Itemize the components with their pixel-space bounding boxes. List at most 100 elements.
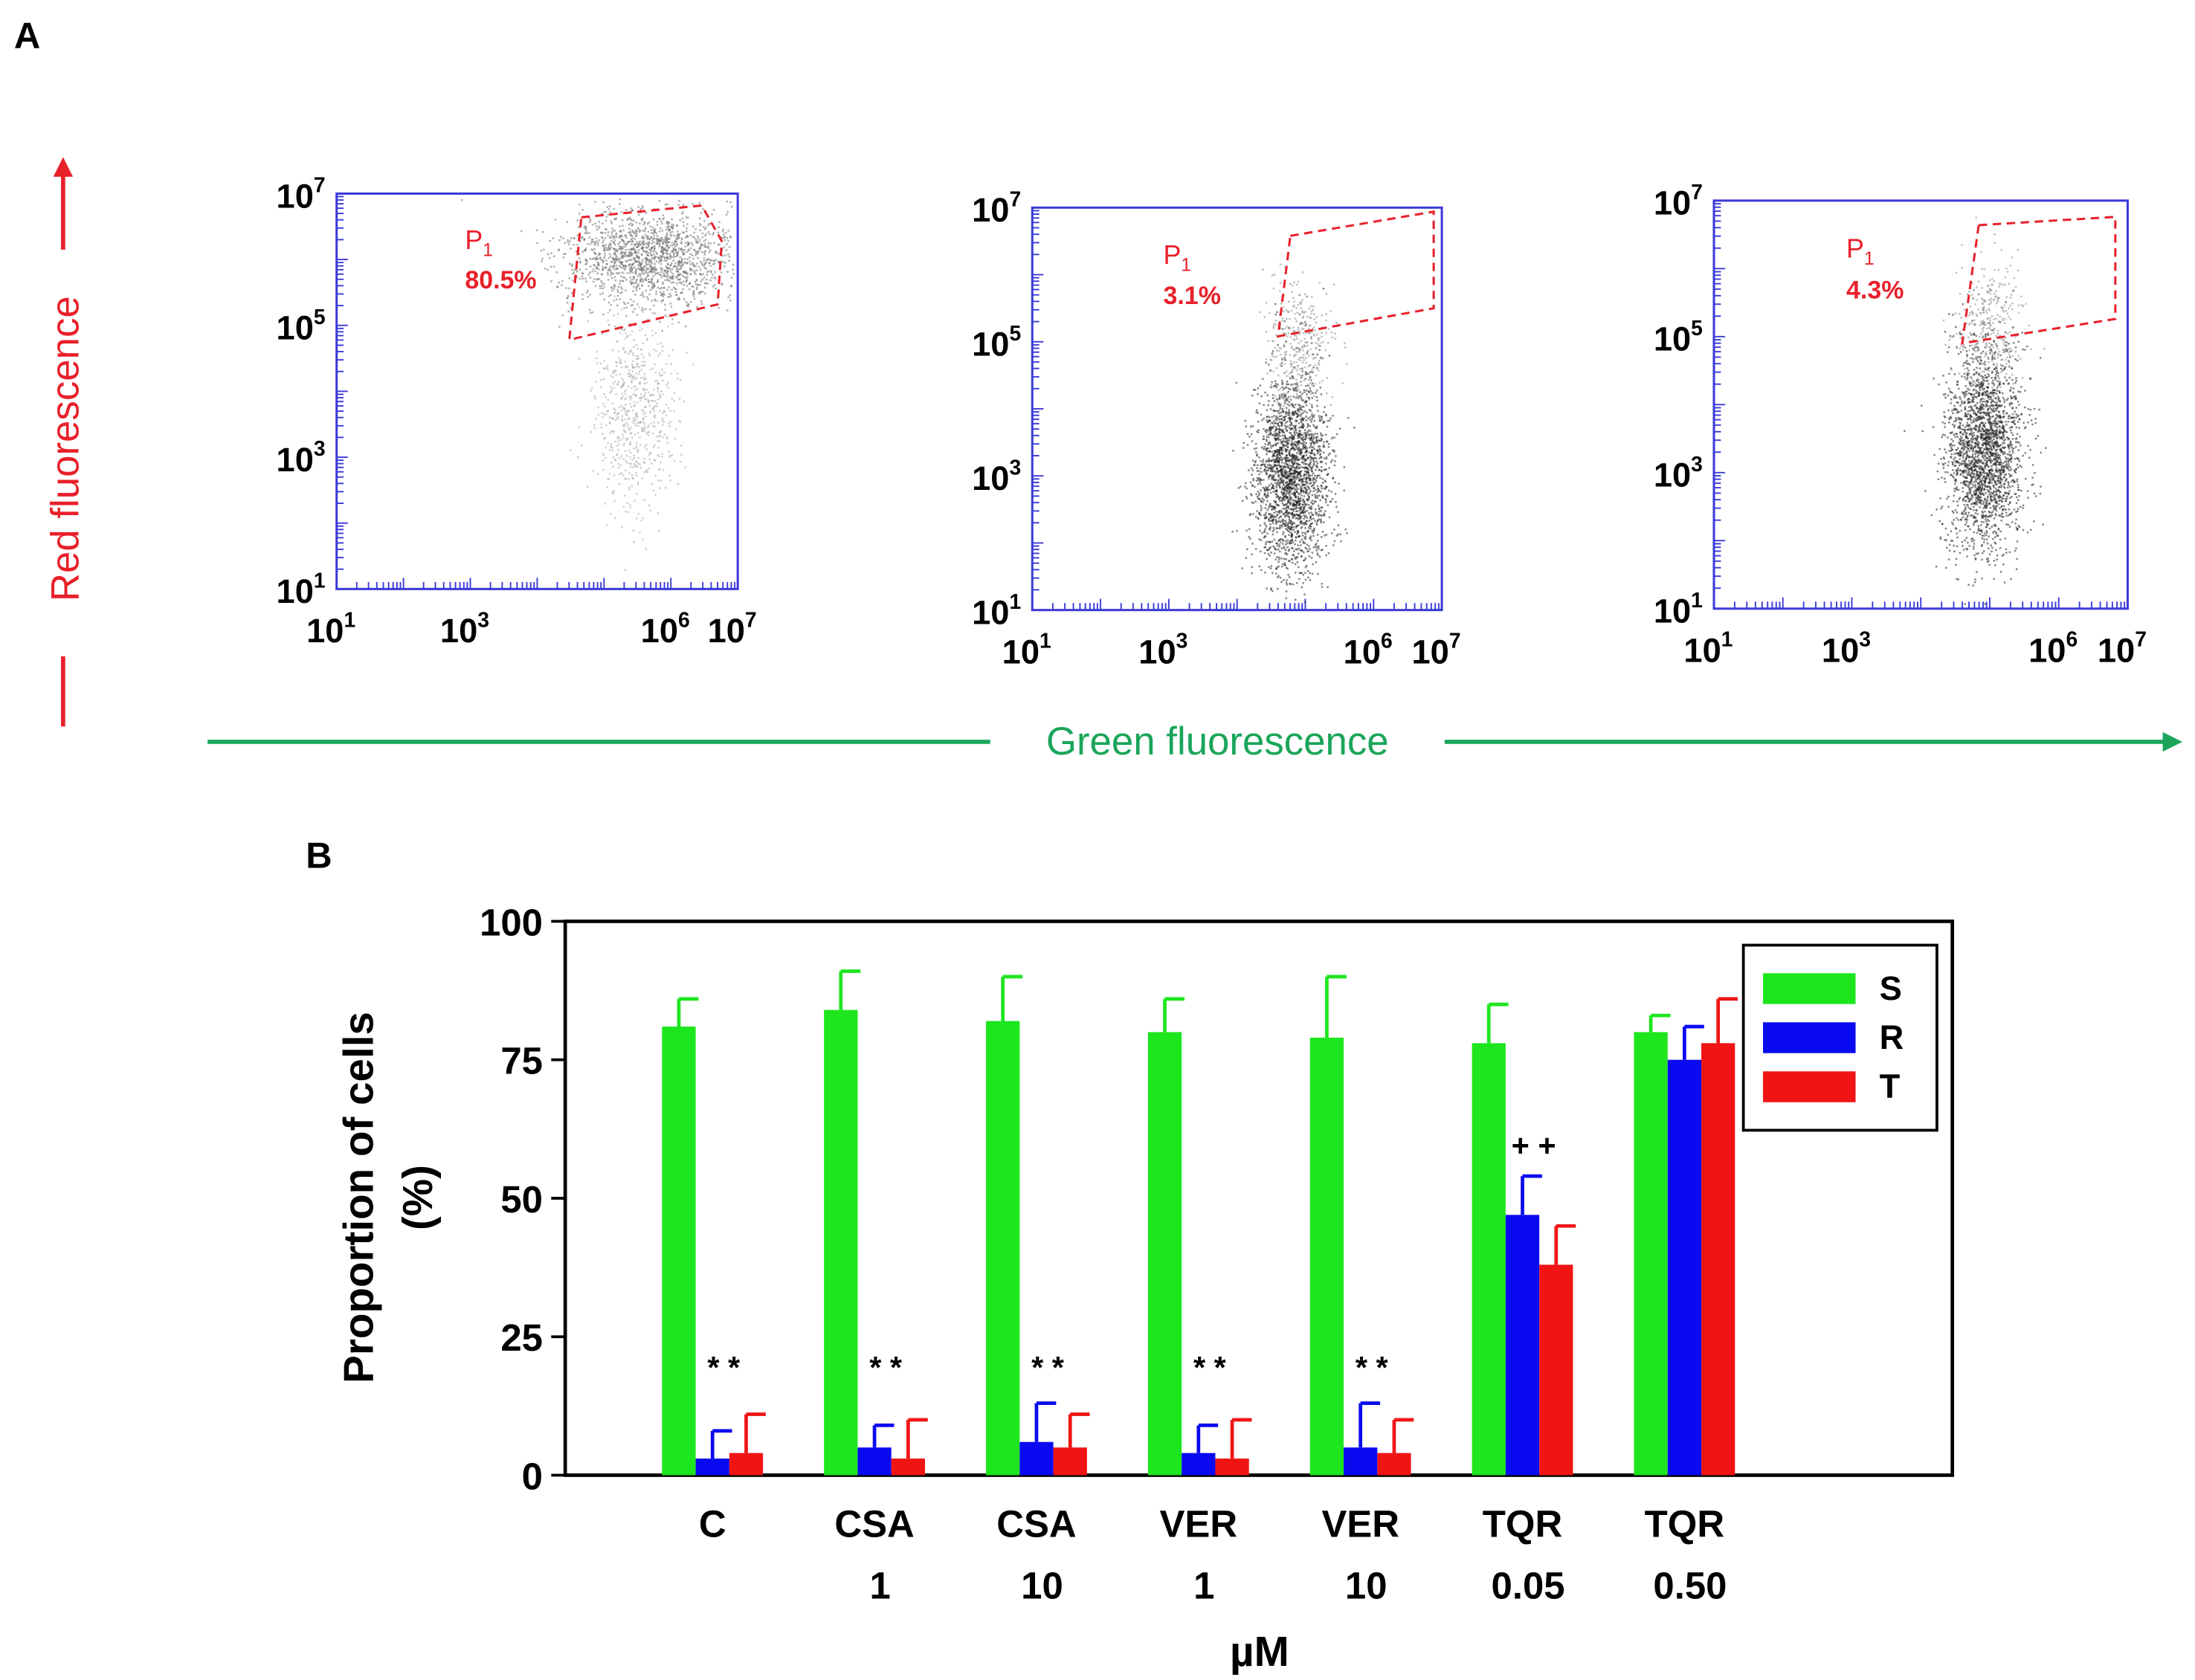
x-tick-label: 101 — [1683, 627, 1733, 670]
y-tick-label: 105 — [277, 305, 326, 347]
significance-marker: * * — [1193, 1350, 1227, 1385]
x-tick-label: 103 — [1138, 629, 1187, 671]
arrow-up-icon — [53, 157, 74, 177]
significance-marker: * * — [707, 1350, 741, 1385]
category-dose-label: 0.50 — [1653, 1564, 1727, 1606]
bar-S — [1309, 1037, 1344, 1476]
bar-T — [729, 1453, 764, 1476]
bar-chart-y-title: Proportion of cells (%) — [335, 1012, 441, 1383]
category-label: VER — [1159, 1502, 1237, 1545]
y-tick-label: 103 — [1654, 452, 1703, 494]
arrow-right-icon — [2162, 731, 2183, 752]
y-tick-label: 50 — [500, 1178, 543, 1221]
y-tick-label: 103 — [277, 436, 326, 479]
red-fluorescence-title: Red fluorescence — [44, 296, 88, 601]
gate-name-label: P1 — [1846, 234, 1875, 269]
category-label: TQR — [1645, 1502, 1724, 1545]
y-axis-title-line1: Proportion of cells — [335, 1012, 382, 1383]
bar-group: TQR 0.50 — [1634, 997, 1738, 1606]
dot-plot-minor-ticks — [335, 196, 736, 590]
x-tick-label: 101 — [1002, 629, 1051, 671]
dot-plot-frame — [1031, 206, 1443, 612]
bar-T — [1701, 1043, 1735, 1476]
bar-R — [1667, 1059, 1702, 1476]
x-tick-label: 106 — [1344, 629, 1393, 671]
bar-group: * * VER 10 — [1309, 975, 1414, 1606]
dot-plot-2: P1 3.1% 101 103 105 107 101 103 106 107 — [972, 187, 1460, 671]
bar-group: * * CSA 1 — [824, 969, 928, 1606]
legend-swatch-S — [1763, 973, 1856, 1004]
gate-p1-polygon — [567, 204, 723, 342]
dot-plot-frame — [335, 192, 739, 590]
chart-legend: SRT — [1741, 943, 1938, 1132]
category-dose-label: 0.05 — [1492, 1564, 1565, 1606]
legend-swatch-R — [1763, 1022, 1856, 1053]
category-dose-label: 10 — [1021, 1564, 1063, 1606]
red-fluorescence-axis: Red fluorescence — [44, 157, 88, 727]
bar-group: * * CSA 10 — [986, 975, 1090, 1606]
y-tick-label: 107 — [1654, 180, 1703, 222]
gate-percent-label: 3.1% — [1164, 282, 1221, 310]
legend-label: R — [1880, 1018, 1904, 1056]
bar-S — [1634, 1032, 1668, 1476]
y-tick-label: 103 — [972, 455, 1021, 497]
y-tick-label: 105 — [972, 321, 1021, 364]
dot-plot-3: P1 4.3% 101 103 105 107 101 103 106 107 — [1654, 180, 2147, 669]
bar-group: * * C — [662, 997, 766, 1545]
bar-R — [695, 1458, 729, 1476]
y-tick-label: 25 — [500, 1316, 543, 1359]
bar-R — [1505, 1215, 1540, 1476]
x-tick-label: 107 — [2098, 627, 2147, 670]
gate-name-label: P1 — [1164, 240, 1192, 275]
x-axis-unit-label: µM — [1230, 1628, 1289, 1675]
x-tick-label: 101 — [306, 607, 355, 650]
category-label: C — [699, 1502, 726, 1545]
bar-T — [891, 1458, 925, 1476]
bar-T — [1215, 1458, 1249, 1476]
flow-cytometry-plots: P1 80.5% 101 103 105 107 101 103 106 107 P1 3.1% 101… — [277, 173, 2147, 671]
green-fluorescence-axis: Green fluorescence — [207, 720, 2183, 763]
y-axis-title-line2: (%) — [394, 1165, 441, 1230]
gate-percent-label: 4.3% — [1846, 277, 1904, 305]
bar-R — [1344, 1447, 1378, 1476]
panel-b-label: B — [306, 836, 332, 876]
bar-T — [1539, 1264, 1573, 1476]
x-tick-label: 107 — [708, 607, 757, 650]
bar-group: * * VER 1 — [1147, 997, 1252, 1606]
bar-S — [1472, 1043, 1506, 1476]
bar-S — [1147, 1032, 1182, 1476]
category-dose-label: 1 — [869, 1564, 890, 1606]
dot-plot-minor-ticks — [1031, 210, 1440, 611]
category-label: CSA — [996, 1502, 1076, 1545]
x-tick-label: 107 — [1411, 629, 1460, 671]
legend-label: T — [1880, 1067, 1901, 1105]
y-tick-label: 0 — [522, 1455, 543, 1497]
y-tick-label: 107 — [972, 187, 1021, 229]
significance-marker: * * — [869, 1350, 903, 1385]
event-scatter — [1231, 263, 1356, 604]
bar-group: + + TQR 0.05 — [1472, 1002, 1576, 1606]
y-tick-label: 101 — [972, 589, 1021, 632]
significance-marker: + + — [1512, 1128, 1556, 1163]
x-tick-label: 106 — [2028, 627, 2078, 670]
significance-marker: * * — [1356, 1350, 1389, 1385]
y-tick-label: 107 — [277, 173, 326, 216]
y-tick-label: 75 — [500, 1040, 543, 1082]
bar-R — [857, 1447, 892, 1476]
panel-a-label: A — [14, 16, 40, 56]
bar-S — [824, 1009, 858, 1476]
bar-S — [986, 1021, 1020, 1476]
bar-T — [1377, 1453, 1411, 1476]
gate-p1-polygon — [1961, 216, 2117, 345]
dot-plot-frame — [1712, 199, 2129, 610]
bar-R — [1019, 1441, 1054, 1476]
dot-plot-minor-ticks — [1713, 203, 2126, 610]
significance-marker: * * — [1031, 1350, 1065, 1385]
bar-T — [1053, 1447, 1087, 1476]
green-fluorescence-title: Green fluorescence — [1046, 720, 1389, 763]
gate-p1-polygon — [1277, 210, 1435, 338]
gate-percent-label: 80.5% — [465, 266, 536, 294]
bar-chart: 0 25 50 75 100 * * C * * CSA 1 * * CSA 10 * * VER 1 * * V… — [480, 901, 1938, 1606]
